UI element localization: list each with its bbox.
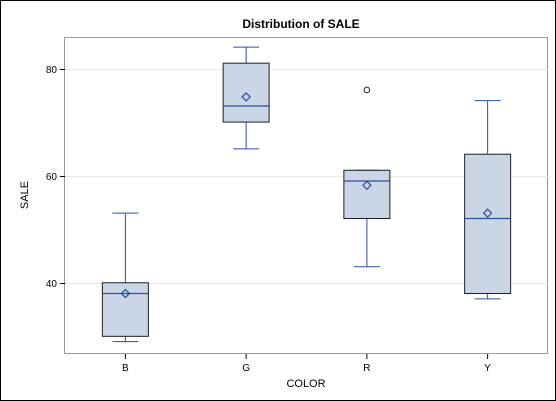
- iqr-box-Y: [464, 153, 512, 294]
- box-layer: [101, 46, 512, 343]
- y-tick-label-40: 40: [46, 279, 58, 290]
- x-tick-label-Y: Y: [484, 363, 491, 374]
- y-axis-ticks: 40 60 80: [46, 65, 65, 290]
- mean-marker-G: [241, 92, 251, 102]
- box-G: [222, 46, 270, 150]
- iqr-box-R: [343, 169, 391, 219]
- y-tick-label-80: 80: [46, 65, 58, 76]
- y-tick-label-60: 60: [46, 172, 58, 183]
- outlier-R-0: [363, 86, 371, 94]
- x-tick-label-G: G: [242, 363, 250, 374]
- mean-marker-B: [120, 288, 131, 299]
- box-Y: [464, 100, 512, 300]
- box-R: [343, 86, 391, 268]
- y-axis-label: SALE: [19, 181, 31, 209]
- x-tick-label-R: R: [363, 363, 370, 374]
- x-axis-label: COLOR: [286, 378, 325, 390]
- mean-marker-Y: [482, 208, 493, 218]
- box-B: [101, 212, 149, 343]
- mean-marker-R: [362, 180, 372, 191]
- iqr-box-B: [101, 282, 149, 337]
- x-tick-label-B: B: [122, 363, 129, 374]
- chart-title: Distribution of SALE: [242, 17, 359, 31]
